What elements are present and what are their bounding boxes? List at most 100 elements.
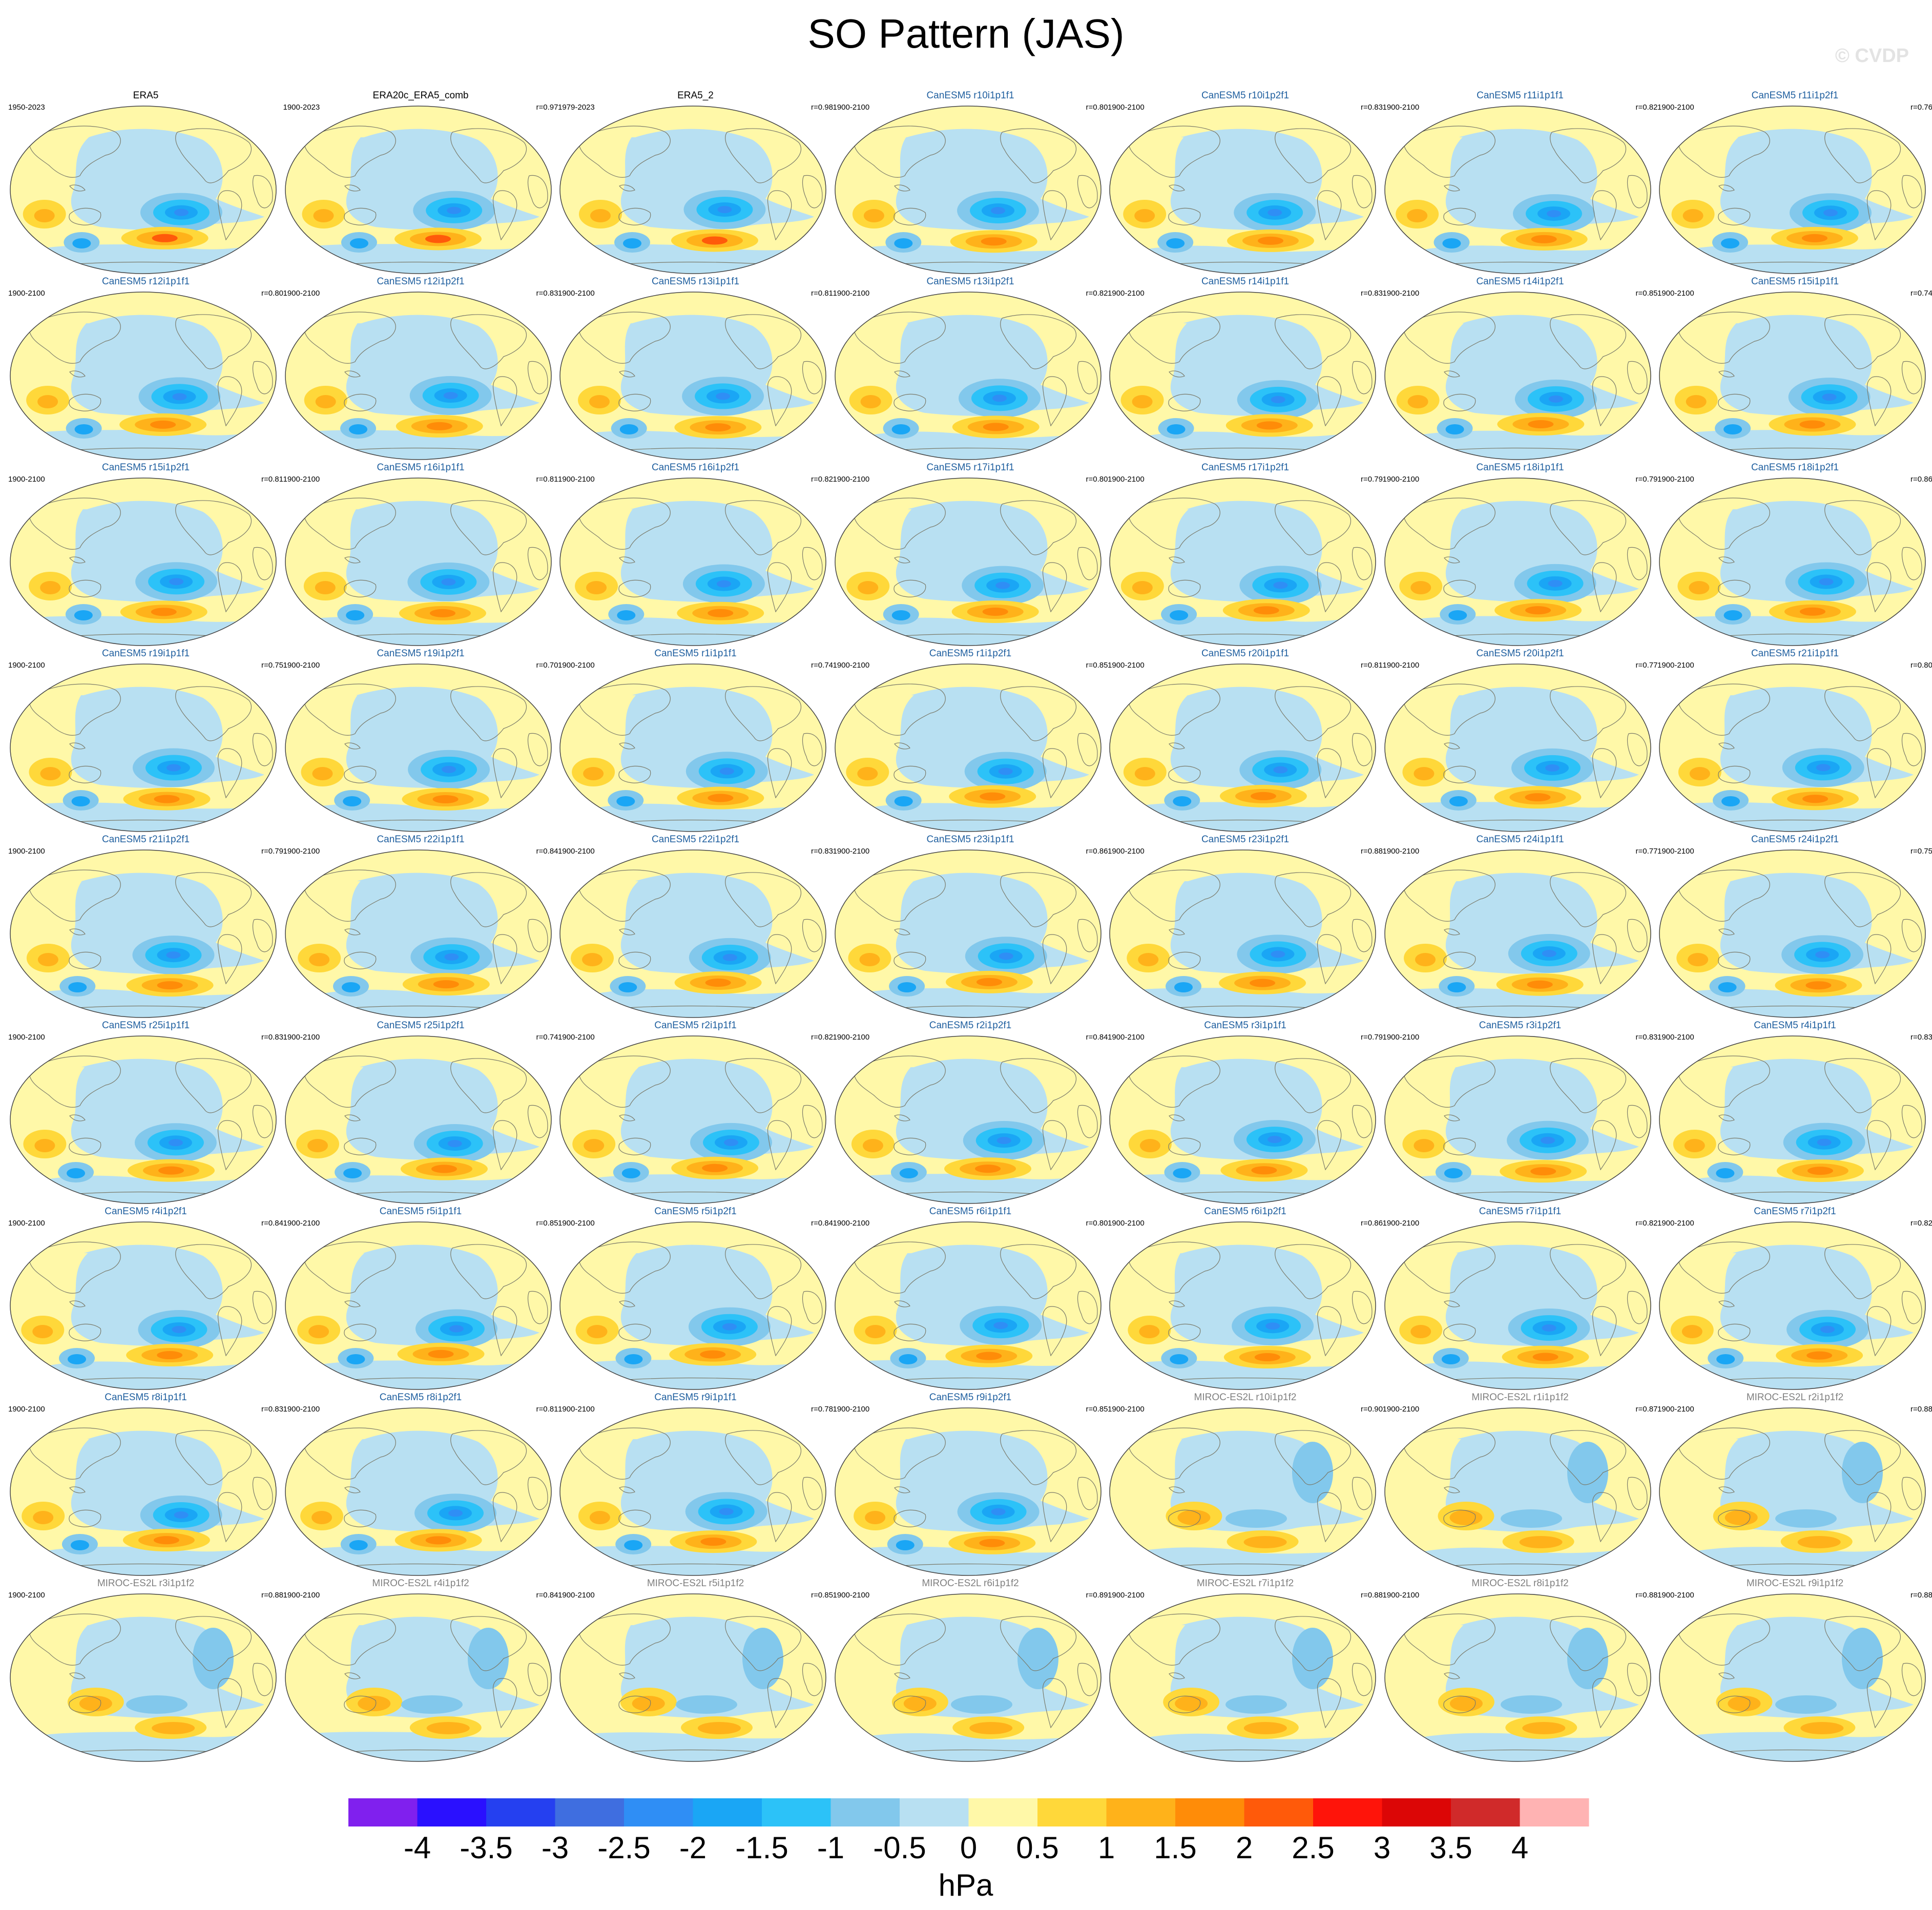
coastline [1317, 1306, 1342, 1357]
coastline [1443, 1486, 1460, 1493]
map-plot [10, 106, 277, 274]
coastline [343, 765, 376, 783]
coastline [1627, 733, 1648, 766]
coastline [1402, 126, 1495, 178]
coastline [344, 1114, 361, 1122]
panel-title: CanESM5 r9i1p2f1 [929, 1392, 1012, 1403]
map-panel: CanESM5 r3i1p1f1 1900-2100 r=0.79 [1108, 1020, 1383, 1204]
map-plot [1659, 478, 1926, 646]
coastline [69, 1509, 101, 1527]
coastline [619, 370, 635, 378]
coastline [1443, 1300, 1460, 1307]
map-panel: CanESM5 r3i1p2f1 1900-2100 r=0.83 [1383, 1020, 1658, 1204]
coastline [252, 547, 273, 580]
coastline [1677, 497, 1770, 550]
panel-title: CanESM5 r12i1p1f1 [101, 276, 190, 287]
coastline [618, 393, 651, 411]
coastline [69, 579, 101, 597]
map-border [284, 106, 552, 274]
coastline [1443, 393, 1476, 411]
coastline [725, 1244, 802, 1299]
coastline [578, 869, 671, 922]
map-border [834, 478, 1102, 646]
map-plot [559, 292, 826, 460]
coastline [725, 128, 802, 183]
panel-period: 1900-2100 [1382, 1219, 1420, 1228]
map-border [1109, 292, 1376, 460]
coastline [69, 1114, 86, 1122]
coastline [1168, 1323, 1201, 1341]
map-border [834, 1407, 1102, 1576]
coastline [28, 1055, 121, 1108]
coastline [527, 1105, 548, 1138]
map-border [1384, 849, 1651, 1018]
coastline [1000, 686, 1076, 741]
panel-title: CanESM5 r15i1p1f1 [1751, 276, 1839, 287]
map-panel: CanESM5 r7i1p2f1 1900-2100 r=0.82 [1657, 1206, 1932, 1390]
panel-period: 1900-2100 [1382, 475, 1420, 484]
panel-title: CanESM5 r18i1p1f1 [1476, 462, 1564, 473]
map-panel: CanESM5 r2i1p2f1 1900-2100 r=0.84 [833, 1020, 1108, 1204]
negative-region [346, 687, 539, 788]
map-plot [1109, 849, 1376, 1018]
map-border [834, 663, 1102, 832]
negative-region [896, 315, 1089, 416]
map-border [1109, 1035, 1376, 1204]
panel-period: 1900-2100 [1108, 289, 1145, 298]
map-plot [1109, 292, 1376, 460]
map-border [1384, 292, 1651, 460]
negative-region [1720, 1058, 1914, 1160]
coastline [802, 1477, 823, 1510]
map-border [1384, 1407, 1651, 1576]
coastline [1077, 1477, 1098, 1510]
panel-period: 1900-2100 [833, 1405, 870, 1414]
panel-title: CanESM5 r20i1p2f1 [1476, 648, 1564, 659]
coastline [1352, 1105, 1373, 1138]
coastline [1627, 547, 1648, 580]
coastline [1042, 376, 1067, 427]
map-panel: CanESM5 r5i1p1f1 1900-2100 r=0.85 [283, 1206, 558, 1390]
coastline [1352, 1477, 1373, 1510]
coastline [1443, 579, 1476, 597]
panel-title: MIROC-ES2L r2i1p1f2 [1746, 1392, 1844, 1403]
panel-correlation: r=0.84 [1086, 1033, 1108, 1042]
coastline [1901, 919, 1922, 952]
panel-correlation: r=0.81 [811, 289, 833, 298]
colorbar-box [1244, 1798, 1314, 1826]
coastline [1549, 314, 1626, 369]
map-panel: CanESM5 r11i1p2f1 1900-2100 r=0.76 [1657, 90, 1932, 274]
coastline [527, 1663, 548, 1696]
colorbar-tick-labels: -4 -3.5 -3 -2.5 -2 -1.5 -1 -0.5 0 0.5 1 1.5 2 2.5 3 3.5… [404, 1831, 1528, 1865]
coastline [1866, 1120, 1892, 1171]
coastline [578, 126, 671, 178]
panel-correlation: r=0.88 [1361, 847, 1383, 856]
coastline [28, 312, 121, 364]
coastline [578, 683, 671, 736]
coastline [1824, 500, 1901, 555]
coastline [69, 556, 86, 564]
colorbar-units-label: hPa [939, 1868, 993, 1902]
coastline [1443, 765, 1476, 783]
colorbar-box [624, 1798, 693, 1826]
negative-region [1170, 1244, 1364, 1346]
coastline [1169, 1300, 1185, 1307]
panel-correlation: r=0.97 [536, 103, 558, 112]
map-panel: CanESM5 r24i1p2f1 1900-2100 r=0.75 [1657, 834, 1932, 1018]
colorbar-tick-label: 2.5 [1292, 1831, 1334, 1865]
coastline [1352, 547, 1373, 580]
negative-region [620, 129, 814, 230]
coastline [1042, 1120, 1067, 1171]
map-panel: CanESM5 r22i1p1f1 1900-2100 r=0.84 [283, 834, 558, 1018]
map-panel: CanESM5 r17i1p2f1 1900-2100 r=0.79 [1108, 462, 1383, 646]
panel-correlation: r=0.84 [811, 1219, 833, 1228]
coastline [344, 1672, 361, 1679]
coastline [1128, 1241, 1220, 1294]
coastline [1352, 919, 1373, 952]
map-panel: CanESM5 r11i1p1f1 1900-2100 r=0.82 [1383, 90, 1658, 274]
panel-correlation: r=0.83 [1361, 103, 1383, 112]
panel-period: 1900-2100 [1382, 847, 1420, 856]
map-panel: CanESM5 r8i1p2f1 1900-2100 r=0.81 [283, 1392, 558, 1576]
colorbar-box [900, 1798, 969, 1826]
panel-period: 1900-2023 [283, 103, 320, 112]
colorbar-boxes [348, 1798, 1589, 1826]
